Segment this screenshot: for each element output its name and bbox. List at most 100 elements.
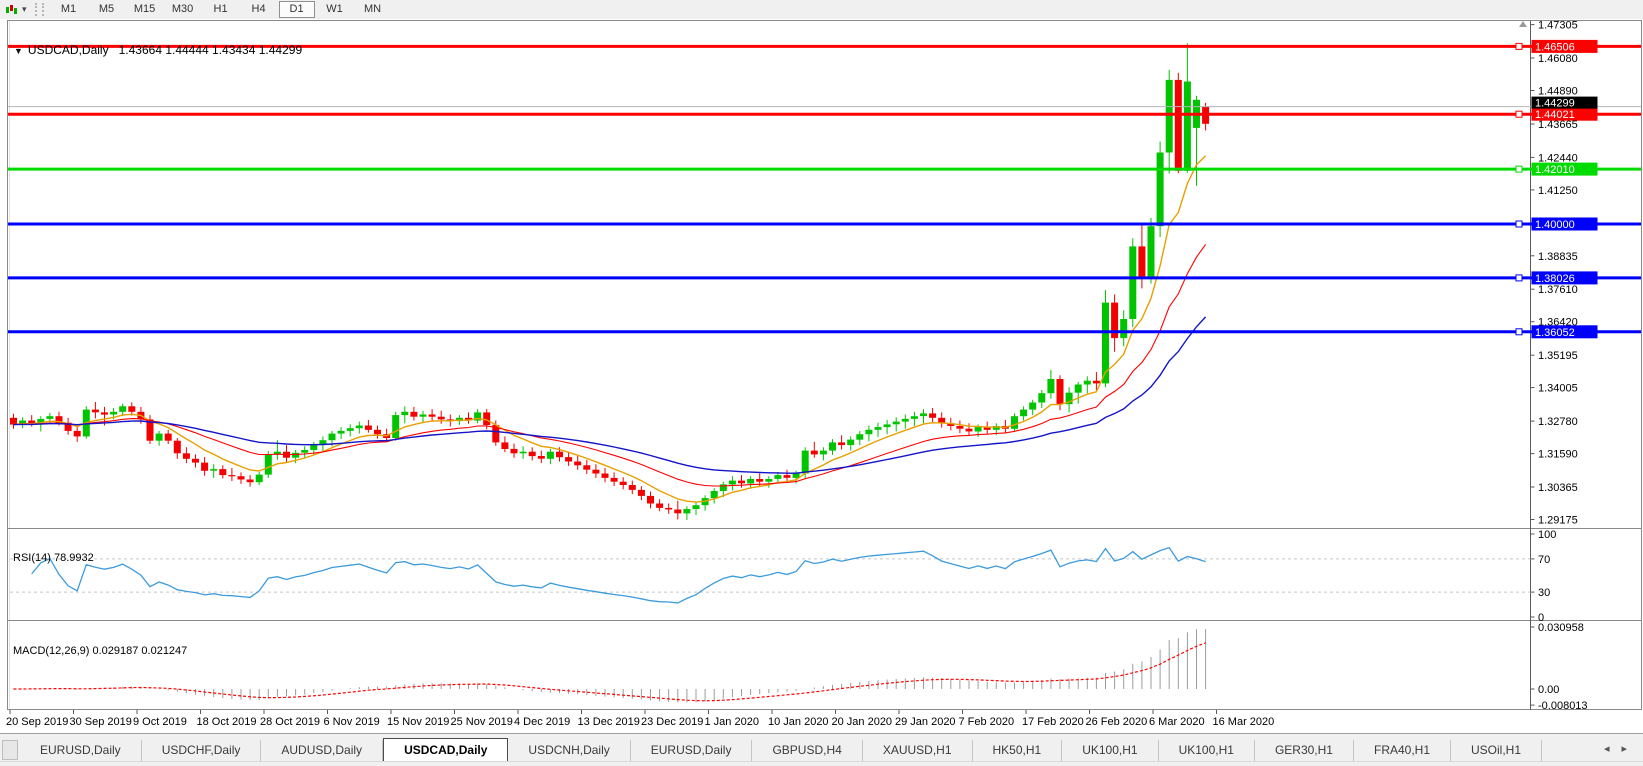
svg-text:1.36052: 1.36052 bbox=[1535, 327, 1575, 339]
timeframe-button-m5[interactable]: M5 bbox=[98, 3, 115, 15]
tabbar-corner-button[interactable] bbox=[2, 740, 18, 760]
timeframe-button-m15[interactable]: M15 bbox=[133, 3, 156, 15]
price-axis[interactable]: 1.47305 1.46080 1.44890 1.43665 1.42440 1.412… bbox=[1530, 20, 1578, 527]
main-chart-canvas[interactable]: 1.46506 1.44021 1.42010 1.40000 1.38026 1.360… bbox=[0, 19, 1643, 733]
tab-gbpusd-h4[interactable]: GBPUSD,H4 bbox=[752, 740, 863, 762]
rsi-axis[interactable]: 100 70 30 0 bbox=[1530, 529, 1557, 624]
tab-fra40-h1[interactable]: FRA40,H1 bbox=[1354, 740, 1452, 762]
chart-border bbox=[7, 20, 1642, 710]
tab-ger30-h1[interactable]: GER30,H1 bbox=[1255, 740, 1354, 762]
date-tick-label: 7 Feb 2020 bbox=[959, 716, 1015, 728]
status-strip bbox=[0, 761, 1643, 766]
candlestick-chart-icon bbox=[6, 5, 17, 14]
price-tick-label: 1.47305 bbox=[1538, 20, 1578, 32]
date-tick-label: 16 Mar 2020 bbox=[1213, 716, 1275, 728]
price-tick-label: 1.30365 bbox=[1538, 482, 1578, 494]
tab-audusd-daily[interactable]: AUDUSD,Daily bbox=[261, 740, 384, 762]
timeframe-button-m1[interactable]: M1 bbox=[60, 3, 77, 15]
date-tick-label: 1 Jan 2020 bbox=[705, 716, 759, 728]
hline-1.38026[interactable]: 1.38026 bbox=[8, 271, 1641, 285]
chart-title: ▼ USDCAD,Daily 1.43664 1.44444 1.43434 1.4… bbox=[14, 43, 302, 57]
chart-type-icon[interactable] bbox=[3, 2, 21, 17]
price-tick-label: 1.32780 bbox=[1538, 416, 1578, 428]
hline-1.44021[interactable]: 1.44021 bbox=[8, 107, 1641, 122]
timeframe-button-h1[interactable]: H1 bbox=[213, 3, 228, 15]
macd-pane bbox=[13, 629, 1207, 703]
tab-scroll-controls: ◂ ▸ bbox=[1598, 734, 1643, 762]
price-tick-label: 1.38835 bbox=[1538, 251, 1578, 263]
price-tick-label: 1.31590 bbox=[1538, 449, 1578, 461]
toolbar-drag-handle[interactable] bbox=[34, 3, 44, 16]
timeframe-button-d1[interactable]: D1 bbox=[278, 1, 315, 18]
hline-1.36052[interactable]: 1.36052 bbox=[8, 325, 1641, 339]
tab-eurusd-daily[interactable]: EURUSD,Daily bbox=[20, 740, 142, 762]
date-tick-label: 17 Feb 2020 bbox=[1022, 716, 1084, 728]
ma-slow-line bbox=[13, 316, 1207, 474]
price-tick-label: 1.29175 bbox=[1538, 515, 1578, 527]
tab-usoil-h1[interactable]: USOil,H1 bbox=[1451, 740, 1543, 762]
tab-scroll-right-icon[interactable]: ▸ bbox=[1621, 742, 1627, 755]
chevron-down-icon[interactable]: ▾ bbox=[22, 4, 27, 14]
date-tick-label: 4 Dec 2019 bbox=[514, 716, 570, 728]
date-tick-label: 29 Jan 2020 bbox=[895, 716, 956, 728]
tab-usdcad-daily[interactable]: USDCAD,Daily bbox=[383, 738, 509, 762]
tab-usdchf-daily[interactable]: USDCHF,Daily bbox=[142, 740, 262, 762]
time-axis[interactable]: 20 Sep 2019 30 Sep 2019 9 Oct 2019 18 Oct 2… bbox=[6, 710, 1274, 728]
date-tick-label: 20 Jan 2020 bbox=[832, 716, 893, 728]
chart-menu-caret-icon[interactable]: ▼ bbox=[14, 46, 23, 56]
macd-tick-label: 0.00 bbox=[1538, 684, 1559, 696]
date-tick-label: 13 Dec 2019 bbox=[578, 716, 640, 728]
svg-text:1.40000: 1.40000 bbox=[1535, 219, 1575, 231]
macd-axis[interactable]: 0.030958 0.00 -0.008013 bbox=[1530, 622, 1588, 712]
date-tick-label: 6 Mar 2020 bbox=[1149, 716, 1205, 728]
price-tick-label: 1.36420 bbox=[1538, 317, 1578, 329]
hline-1.46506[interactable]: 1.46506 bbox=[8, 39, 1641, 54]
price-tick-label: 1.46080 bbox=[1538, 53, 1578, 65]
current-price-line: 1.44299 bbox=[8, 96, 1641, 110]
pane-separator[interactable] bbox=[8, 528, 1641, 531]
price-tick-label: 1.37610 bbox=[1538, 284, 1578, 296]
date-tick-label: 25 Nov 2019 bbox=[451, 716, 513, 728]
rsi-pane bbox=[10, 546, 1531, 604]
chart-ohlc-quote: 1.43664 1.44444 1.43434 1.44299 bbox=[118, 43, 303, 57]
pane-separator[interactable] bbox=[8, 620, 1641, 623]
date-tick-label: 9 Oct 2019 bbox=[133, 716, 187, 728]
svg-text:1.44021: 1.44021 bbox=[1535, 109, 1575, 121]
date-tick-label: 10 Jan 2020 bbox=[768, 716, 829, 728]
timeframe-button-m30[interactable]: M30 bbox=[171, 3, 194, 15]
timeframe-button-h4[interactable]: H4 bbox=[251, 3, 266, 15]
tab-eurusd-daily[interactable]: EURUSD,Daily bbox=[631, 740, 753, 762]
tab-hk50-h1[interactable]: HK50,H1 bbox=[973, 740, 1063, 762]
price-tick-label: 1.42440 bbox=[1538, 152, 1578, 164]
tab-uk100-h1[interactable]: UK100,H1 bbox=[1159, 740, 1255, 762]
macd-tick-label: -0.008013 bbox=[1538, 700, 1588, 712]
rsi-indicator-label: RSI(14) 78.9932 bbox=[13, 552, 94, 564]
svg-text:1.46506: 1.46506 bbox=[1535, 41, 1575, 53]
tab-uk100-h1[interactable]: UK100,H1 bbox=[1062, 740, 1159, 762]
timeframe-toolbar: ▾ M1 M5 M15 M30 H1 H4 D1 W1 MN bbox=[0, 0, 1643, 20]
current-price-label: 1.44299 bbox=[1535, 98, 1575, 110]
chart-window: 1.46506 1.44021 1.42010 1.40000 1.38026 1.360… bbox=[0, 19, 1643, 733]
chart-background bbox=[0, 19, 1643, 733]
price-tick-label: 1.44890 bbox=[1538, 86, 1578, 98]
rsi-tick-label: 100 bbox=[1538, 529, 1556, 541]
tab-scroll-left-icon[interactable]: ◂ bbox=[1603, 742, 1610, 755]
chart-tabbar: EURUSD,Daily USDCHF,Daily AUDUSD,Daily USDC… bbox=[0, 733, 1643, 762]
price-tick-label: 1.41250 bbox=[1538, 185, 1578, 197]
hline-1.40000[interactable]: 1.40000 bbox=[8, 217, 1641, 232]
date-tick-label: 23 Dec 2019 bbox=[641, 716, 703, 728]
tab-usdcnh-daily[interactable]: USDCNH,Daily bbox=[508, 740, 631, 762]
timeframe-button-w1[interactable]: W1 bbox=[326, 3, 343, 15]
date-tick-label: 15 Nov 2019 bbox=[387, 716, 449, 728]
price-tick-label: 1.43665 bbox=[1538, 119, 1578, 131]
date-tick-label: 30 Sep 2019 bbox=[70, 716, 132, 728]
timeframe-button-mn[interactable]: MN bbox=[363, 3, 382, 15]
price-tick-label: 1.35195 bbox=[1538, 350, 1578, 362]
date-tick-label: 28 Oct 2019 bbox=[260, 716, 320, 728]
pane-splitter-arrow[interactable] bbox=[1519, 21, 1527, 27]
rsi-tick-label: 30 bbox=[1538, 587, 1550, 599]
chart-symbol-label: USDCAD,Daily bbox=[27, 43, 109, 57]
tab-xauusd-h1[interactable]: XAUUSD,H1 bbox=[863, 740, 973, 762]
ma-fast-line bbox=[13, 155, 1207, 503]
hline-1.42010[interactable]: 1.42010 bbox=[8, 162, 1641, 177]
